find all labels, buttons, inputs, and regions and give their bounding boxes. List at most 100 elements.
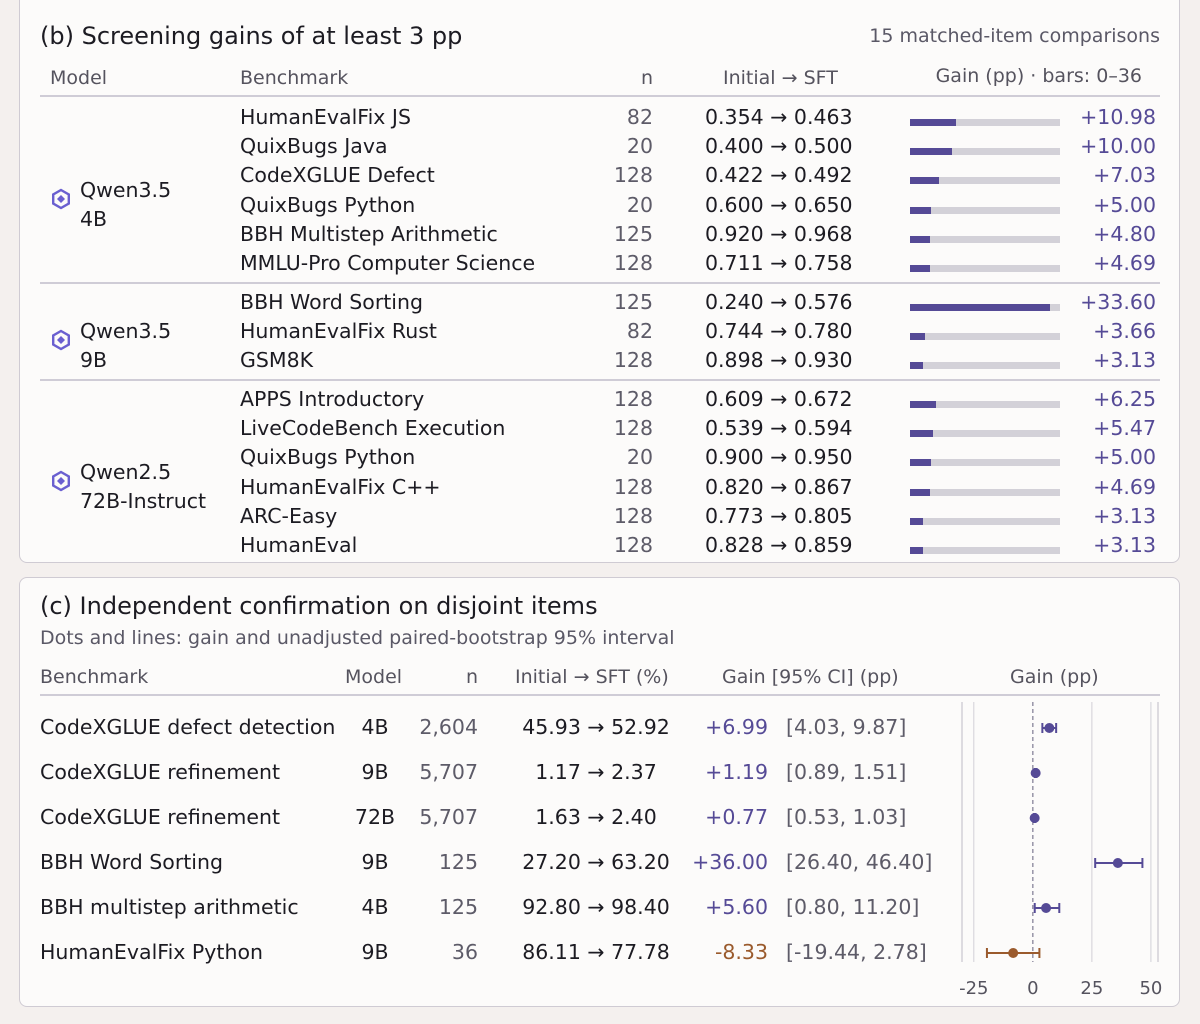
gain-value: +3.13 <box>1093 348 1156 373</box>
c-sample-size: 2,604 <box>419 715 478 739</box>
c-gain-value: +6.99 <box>705 715 768 739</box>
panel-independent-confirmation <box>19 577 1180 1007</box>
header-benchmark: Benchmark <box>240 67 349 89</box>
panel-c-subtitle: Dots and lines: gain and unadjusted pair… <box>40 627 675 649</box>
gain-value: +3.66 <box>1093 319 1156 344</box>
gain-point <box>1041 903 1052 913</box>
c-benchmark-name: BBH multistep arithmetic <box>40 895 299 919</box>
gain-bar-track <box>910 547 1060 554</box>
c-confidence-interval: [26.40, 46.40] <box>786 850 933 874</box>
sample-size: 128 <box>613 416 653 441</box>
qwen-logo-icon <box>52 329 70 351</box>
score-transition: 0.354 → 0.463 <box>705 105 853 129</box>
score-transition: 0.820 → 0.867 <box>705 474 853 499</box>
sample-size: 125 <box>613 221 653 246</box>
c-confidence-interval: [0.53, 1.03] <box>786 805 907 829</box>
c-sample-size: 5,707 <box>419 760 478 784</box>
gain-bar-track <box>910 401 1060 408</box>
c-gain-value: +5.60 <box>705 895 768 919</box>
gain-value: +5.47 <box>1093 416 1156 441</box>
gain-bar-track <box>910 430 1060 438</box>
gain-bar <box>910 235 930 243</box>
benchmark-name: HumanEvalFix Rust <box>240 319 437 344</box>
c-header-rule <box>40 694 1160 696</box>
sample-size: 128 <box>613 163 653 188</box>
benchmark-name: QuixBugs Java <box>240 134 388 159</box>
c-header-transition: Initial → SFT (%) <box>515 666 669 688</box>
c-sample-size: 125 <box>438 850 478 874</box>
gain-bar <box>910 265 930 272</box>
gain-bar-track <box>910 459 1060 467</box>
benchmark-name: LiveCodeBench Execution <box>240 416 506 441</box>
x-tick-label: -25 <box>959 978 988 999</box>
score-transition: 0.828 → 0.859 <box>705 533 853 557</box>
group-divider <box>40 282 1160 284</box>
c-model: 72B <box>354 805 396 829</box>
header-n: n <box>640 67 653 89</box>
score-transition: 0.920 → 0.968 <box>705 221 853 246</box>
c-model: 4B <box>361 895 389 919</box>
gain-value: +3.13 <box>1093 503 1156 528</box>
gain-bar <box>910 517 924 525</box>
c-confidence-interval: [-19.44, 2.78] <box>786 940 927 964</box>
c-sample-size: 5,707 <box>419 805 478 829</box>
gain-bar <box>910 148 952 156</box>
model-size: 9B <box>80 348 108 373</box>
c-model: 9B <box>361 760 389 784</box>
score-transition: 0.711 → 0.758 <box>705 251 853 275</box>
gain-bar <box>910 430 933 438</box>
gain-bar-track <box>910 517 1060 525</box>
benchmark-name: APPS Introductory <box>240 387 425 411</box>
c-sample-size: 36 <box>451 940 478 964</box>
benchmark-name: HumanEval <box>240 533 358 557</box>
gain-bar-track <box>910 362 1060 370</box>
c-header-plot: Gain (pp) <box>1010 666 1099 688</box>
score-transition: 0.539 → 0.594 <box>705 416 853 441</box>
gain-bar-track <box>910 235 1060 243</box>
gain-bar <box>910 459 931 467</box>
c-benchmark-name: HumanEvalFix Python <box>40 940 263 964</box>
gain-value: +10.98 <box>1080 105 1156 129</box>
benchmark-name: QuixBugs Python <box>240 192 416 217</box>
gain-value: +3.13 <box>1093 533 1156 557</box>
c-transition: 1.17 → 2.37 <box>535 760 657 784</box>
gain-value: +4.69 <box>1093 474 1156 499</box>
c-header-gain-ci: Gain [95% CI] (pp) <box>722 666 899 688</box>
score-transition: 0.744 → 0.780 <box>705 319 853 344</box>
c-confidence-interval: [0.89, 1.51] <box>786 760 907 784</box>
score-transition: 0.422 → 0.492 <box>705 163 853 188</box>
c-model: 4B <box>361 715 389 739</box>
benchmark-name: GSM8K <box>240 348 314 373</box>
gain-value: +5.00 <box>1093 192 1156 217</box>
c-benchmark-name: CodeXGLUE defect detection <box>40 715 336 739</box>
gain-point <box>1029 813 1040 823</box>
sample-size: 128 <box>613 348 653 373</box>
qwen-logo-icon <box>52 470 70 492</box>
header-rule <box>40 95 1160 97</box>
panel-b-note: 15 matched-item comparisons <box>869 25 1160 47</box>
forest-plot: -25 0 25 50 <box>959 702 1162 999</box>
sample-size: 20 <box>626 192 653 217</box>
model-name: Qwen3.5 <box>80 319 172 344</box>
c-gain-value: +36.00 <box>692 850 768 874</box>
benchmark-name: BBH Multistep Arithmetic <box>240 221 498 246</box>
benchmark-name: ARC-Easy <box>240 503 338 528</box>
gain-bar-track <box>910 333 1060 341</box>
header-transition: Initial → SFT <box>723 67 838 89</box>
gain-bar-track <box>910 488 1060 496</box>
gain-bar <box>910 206 931 214</box>
score-transition: 0.900 → 0.950 <box>705 445 853 470</box>
c-header-n: n <box>465 666 478 688</box>
gain-bar-track <box>910 304 1060 311</box>
gain-bar <box>910 304 1050 311</box>
gain-value: +33.60 <box>1080 290 1156 314</box>
c-model: 9B <box>361 850 389 874</box>
gain-bar-track <box>910 119 1060 126</box>
sample-size: 20 <box>626 445 653 470</box>
gain-value: +4.80 <box>1093 221 1156 246</box>
gain-bar <box>910 362 924 370</box>
gain-point <box>1044 723 1055 733</box>
gain-bar-track <box>910 206 1060 214</box>
model-name: Qwen2.5 <box>80 460 172 484</box>
gain-bar-track <box>910 265 1060 272</box>
